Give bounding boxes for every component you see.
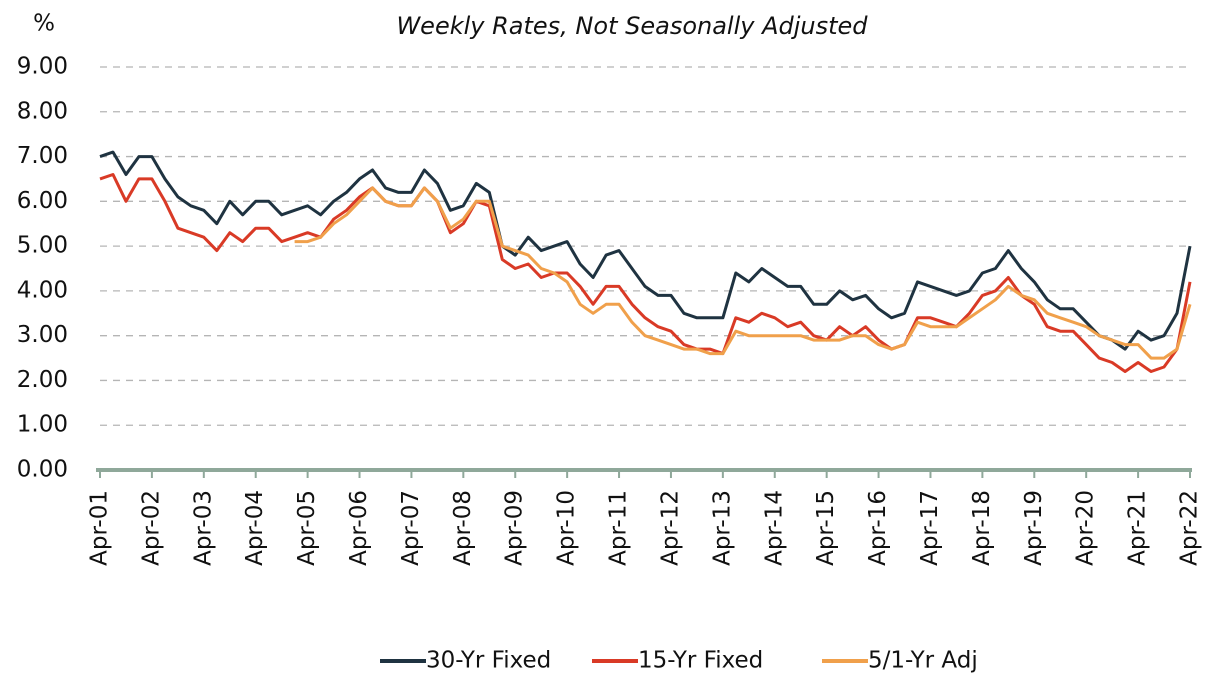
x-tick-label: Apr-16 [865, 490, 891, 566]
series-line [294, 186, 1192, 360]
legend-label: 5/1-Yr Adj [868, 648, 978, 674]
series-line [99, 150, 1192, 351]
x-tick-label: Apr-07 [398, 490, 424, 566]
y-tick-label: 5.00 [17, 233, 68, 259]
x-tick-label: Apr-05 [294, 490, 320, 566]
chart-subtitle: Weekly Rates, Not Seasonally Adjusted [396, 12, 868, 40]
y-axis-label: % [33, 11, 55, 37]
y-tick-label: 1.00 [17, 412, 68, 438]
x-tick-label: Apr-01 [87, 490, 113, 566]
x-tick-label: Apr-06 [346, 490, 372, 566]
y-tick-label: 6.00 [17, 188, 68, 214]
y-tick-label: 4.00 [17, 277, 68, 303]
y-tick-label: 8.00 [17, 98, 68, 124]
legend-label: 30-Yr Fixed [426, 648, 551, 674]
x-tick-label: Apr-19 [1021, 490, 1047, 566]
x-tick-label: Apr-04 [242, 490, 268, 566]
x-tick-label: Apr-17 [917, 490, 943, 566]
x-tick-label: Apr-22 [1177, 490, 1203, 566]
x-tick-label: Apr-09 [502, 490, 528, 566]
legend-label: 15-Yr Fixed [638, 648, 763, 674]
x-tick-label: Apr-12 [657, 490, 683, 566]
x-tick-label: Apr-03 [190, 490, 216, 566]
x-tick-label: Apr-21 [1125, 490, 1151, 566]
x-tick-label: Apr-02 [138, 490, 164, 566]
x-tick-label: Apr-14 [761, 490, 787, 566]
y-tick-label: 3.00 [17, 322, 68, 348]
x-tick-label: Apr-13 [709, 490, 735, 566]
y-tick-label: 7.00 [17, 143, 68, 169]
y-tick-label: 0.00 [17, 457, 68, 483]
y-tick-label: 2.00 [17, 367, 68, 393]
x-tick-label: Apr-10 [554, 490, 580, 566]
series-line [99, 173, 1192, 373]
x-tick-label: Apr-11 [606, 490, 632, 566]
x-tick-label: Apr-18 [969, 490, 995, 566]
x-tick-label: Apr-08 [450, 490, 476, 566]
x-tick-label: Apr-15 [813, 490, 839, 566]
y-tick-label: 9.00 [17, 54, 68, 80]
x-tick-label: Apr-20 [1073, 490, 1099, 566]
